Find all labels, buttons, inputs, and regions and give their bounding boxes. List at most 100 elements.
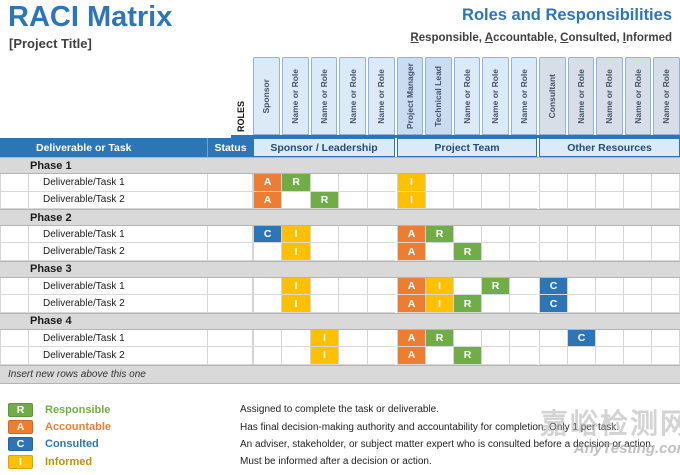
raci-cell-empty[interactable] — [425, 347, 453, 365]
raci-cell-i[interactable]: I — [281, 226, 310, 244]
raci-cell-empty[interactable] — [651, 226, 680, 244]
group-header-other-resources[interactable]: Other Resources — [539, 138, 680, 157]
column-header-name-or-role[interactable]: Name or Role — [510, 57, 538, 135]
column-header-technical-lead[interactable]: Technical Lead — [425, 57, 452, 135]
column-header-name-or-role[interactable]: Name or Role — [482, 57, 509, 135]
raci-cell-empty[interactable] — [509, 191, 537, 209]
raci-cell-r[interactable]: R — [425, 226, 453, 244]
raci-cell-empty[interactable] — [595, 347, 623, 365]
raci-cell-empty[interactable] — [623, 295, 651, 313]
raci-cell-empty[interactable] — [425, 243, 453, 261]
phase-row-3[interactable]: Phase 3 — [0, 260, 680, 279]
status-cell[interactable] — [207, 347, 253, 365]
status-cell[interactable] — [207, 243, 253, 261]
raci-cell-empty[interactable] — [539, 329, 567, 348]
column-header-sponsor[interactable]: Sponsor — [253, 57, 280, 135]
raci-cell-empty[interactable] — [623, 347, 651, 365]
status-cell[interactable] — [207, 226, 253, 244]
raci-cell-empty[interactable] — [366, 329, 396, 348]
task-label-cell[interactable]: Deliverable/Task 1 — [28, 226, 207, 244]
raci-cell-c[interactable]: C — [567, 329, 595, 348]
raci-cell-empty[interactable] — [253, 243, 282, 261]
raci-cell-empty[interactable] — [281, 347, 310, 365]
raci-cell-empty[interactable] — [509, 295, 537, 313]
raci-cell-empty[interactable] — [453, 329, 481, 348]
raci-cell-empty[interactable] — [623, 243, 651, 261]
raci-cell-i[interactable]: I — [281, 278, 310, 296]
raci-cell-empty[interactable] — [309, 174, 339, 192]
phase-row-1[interactable]: Phase 1 — [0, 157, 680, 175]
raci-cell-empty[interactable] — [481, 347, 509, 365]
raci-cell-i[interactable]: I — [425, 278, 453, 296]
raci-cell-empty[interactable] — [539, 191, 567, 209]
raci-cell-empty[interactable] — [509, 226, 537, 244]
raci-cell-empty[interactable] — [453, 174, 481, 192]
raci-cell-empty[interactable] — [595, 278, 623, 296]
task-label-cell[interactable]: Deliverable/Task 2 — [28, 347, 207, 365]
raci-cell-empty[interactable] — [253, 295, 282, 313]
raci-cell-a[interactable]: A — [397, 226, 425, 244]
raci-cell-empty[interactable] — [509, 243, 537, 261]
column-header-name-or-role[interactable]: Name or Role — [653, 57, 680, 135]
raci-cell-a[interactable]: A — [253, 191, 282, 209]
raci-cell-a[interactable]: A — [397, 295, 425, 313]
status-cell[interactable] — [207, 191, 253, 209]
raci-cell-i[interactable]: I — [309, 347, 339, 365]
row-margin-cell[interactable] — [0, 226, 28, 244]
raci-cell-empty[interactable] — [309, 226, 339, 244]
raci-cell-empty[interactable] — [481, 226, 509, 244]
raci-cell-r[interactable]: R — [309, 191, 339, 209]
group-header-sponsor-leadership[interactable]: Sponsor / Leadership — [253, 138, 395, 157]
raci-cell-empty[interactable] — [338, 329, 367, 348]
raci-cell-empty[interactable] — [481, 174, 509, 192]
raci-cell-empty[interactable] — [481, 329, 509, 348]
column-header-name-or-role[interactable]: Name or Role — [624, 57, 652, 135]
raci-cell-empty[interactable] — [595, 191, 623, 209]
row-margin-cell[interactable] — [0, 329, 28, 348]
raci-cell-empty[interactable] — [595, 174, 623, 192]
task-label-cell[interactable]: Deliverable/Task 2 — [28, 243, 207, 261]
raci-cell-a[interactable]: A — [397, 329, 425, 348]
status-cell[interactable] — [207, 174, 253, 192]
raci-cell-empty[interactable] — [567, 191, 595, 209]
raci-cell-a[interactable]: A — [397, 243, 425, 261]
raci-cell-empty[interactable] — [366, 278, 396, 296]
raci-cell-empty[interactable] — [338, 243, 367, 261]
raci-cell-empty[interactable] — [623, 191, 651, 209]
raci-cell-empty[interactable] — [651, 174, 680, 192]
raci-cell-empty[interactable] — [623, 174, 651, 192]
raci-cell-empty[interactable] — [453, 278, 481, 296]
deliverable-or-task-header[interactable]: Deliverable or Task — [0, 138, 207, 157]
raci-cell-empty[interactable] — [366, 174, 396, 192]
raci-cell-empty[interactable] — [253, 278, 282, 296]
raci-cell-empty[interactable] — [309, 278, 339, 296]
column-header-name-or-role[interactable]: Name or Role — [310, 57, 338, 135]
raci-cell-empty[interactable] — [338, 191, 367, 209]
raci-cell-empty[interactable] — [567, 174, 595, 192]
row-margin-cell[interactable] — [0, 174, 28, 192]
raci-cell-empty[interactable] — [338, 226, 367, 244]
column-header-project-manager[interactable]: Project Manager — [397, 57, 424, 135]
raci-cell-empty[interactable] — [539, 226, 567, 244]
raci-cell-empty[interactable] — [651, 278, 680, 296]
raci-cell-i[interactable]: I — [281, 295, 310, 313]
task-label-cell[interactable]: Deliverable/Task 1 — [28, 329, 207, 348]
raci-cell-empty[interactable] — [366, 191, 396, 209]
raci-cell-empty[interactable] — [595, 329, 623, 348]
task-label-cell[interactable]: Deliverable/Task 2 — [28, 191, 207, 209]
status-cell[interactable] — [207, 329, 253, 348]
raci-cell-empty[interactable] — [595, 295, 623, 313]
raci-cell-i[interactable]: I — [397, 174, 425, 192]
raci-cell-empty[interactable] — [481, 243, 509, 261]
raci-cell-empty[interactable] — [567, 347, 595, 365]
raci-cell-empty[interactable] — [453, 191, 481, 209]
row-margin-cell[interactable] — [0, 295, 28, 313]
raci-cell-a[interactable]: A — [397, 278, 425, 296]
raci-cell-empty[interactable] — [509, 174, 537, 192]
raci-cell-empty[interactable] — [595, 243, 623, 261]
status-header[interactable]: Status — [207, 138, 253, 157]
raci-cell-empty[interactable] — [567, 278, 595, 296]
raci-cell-empty[interactable] — [281, 329, 310, 348]
raci-cell-empty[interactable] — [309, 295, 339, 313]
row-margin-cell[interactable] — [0, 278, 28, 296]
